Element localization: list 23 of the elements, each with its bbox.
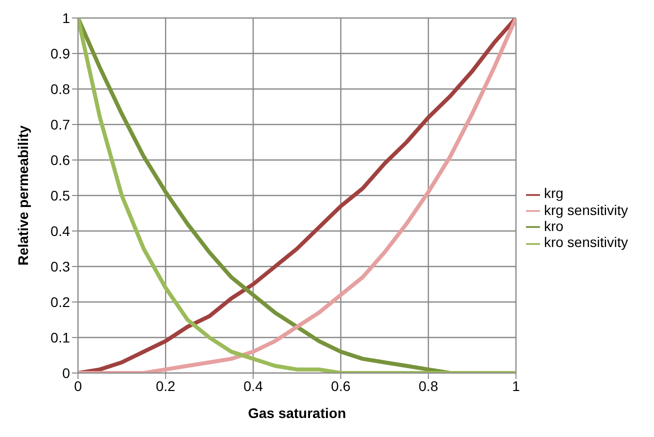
x-tick-label: 0 (74, 378, 82, 394)
y-axis-title: Relative permeability (14, 125, 31, 266)
y-tick-label: 0.7 (50, 116, 70, 132)
x-axis-title: Gas saturation (248, 405, 346, 421)
x-tick-label: 0.4 (243, 378, 264, 394)
y-tick-label: 0.5 (50, 187, 70, 204)
legend-label: kro sensitivity (544, 234, 628, 250)
y-tick-label: 0.1 (50, 329, 70, 346)
x-tick-label: 0.2 (156, 378, 176, 394)
y-tick-label: 0.6 (50, 152, 70, 168)
legend-label: kro (544, 218, 564, 234)
y-tick-label: 0.2 (50, 294, 70, 310)
y-tick-label: 0.3 (50, 258, 70, 274)
y-tick-label: 0.8 (50, 80, 70, 97)
x-tick-label: 0.8 (418, 378, 438, 394)
y-tick-label: 0.9 (50, 45, 70, 62)
y-tick-label: 0 (62, 364, 70, 381)
x-tick-label: 0.6 (331, 378, 351, 394)
legend-label: krg sensitivity (544, 202, 628, 218)
x-tick-label: 1 (512, 378, 520, 394)
y-tick-label: 0.4 (50, 222, 70, 239)
legend-label: krg (544, 185, 564, 202)
y-tick-label: 1 (62, 10, 70, 26)
